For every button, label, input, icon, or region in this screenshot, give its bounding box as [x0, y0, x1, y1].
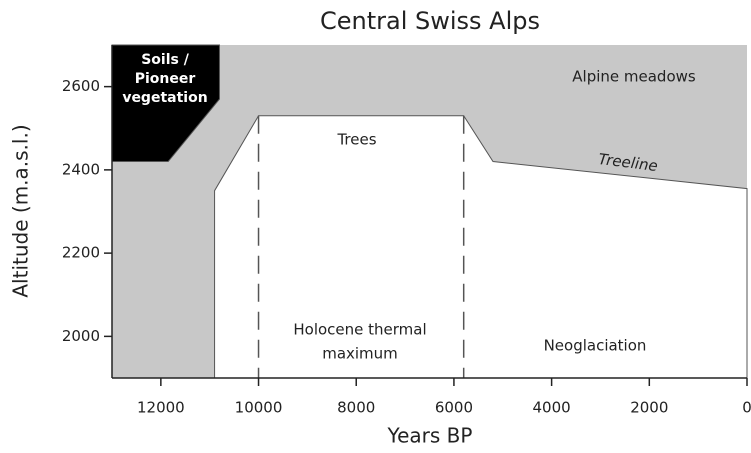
x-tick-label: 8000 — [337, 399, 375, 417]
annotation-text: vegetation — [122, 90, 207, 106]
annotation: Holocene thermal maximum — [293, 321, 426, 363]
x-tick-label: 12000 — [137, 399, 185, 417]
chart-title: Central Swiss Alps — [320, 7, 540, 35]
annotation-text: Neoglaciation — [544, 337, 647, 355]
annotation: Alpine meadows — [572, 68, 696, 86]
x-tick-label: 6000 — [435, 399, 473, 417]
annotation: Trees — [336, 131, 376, 149]
y-tick-label: 2200 — [62, 244, 100, 262]
y-tick-label: 2000 — [62, 327, 100, 345]
annotation-text: Pioneer — [135, 71, 196, 87]
annotation: Soils / Pioneer vegetation — [122, 52, 207, 106]
y-axis-label: Altitude (m.a.s.l.) — [9, 124, 33, 297]
x-tick-label: 10000 — [235, 399, 283, 417]
annotation: Neoglaciation — [544, 337, 647, 355]
annotation-text: maximum — [322, 345, 398, 363]
region — [214, 115, 748, 379]
x-axis-label: Years BP — [387, 424, 473, 448]
annotation-text: Alpine meadows — [572, 68, 696, 86]
x-tick-label: 0 — [742, 399, 751, 417]
annotation-text: Trees — [336, 131, 376, 149]
annotation-text: Soils / — [141, 52, 190, 68]
y-tick-label: 2600 — [62, 77, 100, 95]
y-tick-label: 2400 — [62, 160, 100, 178]
annotation-text: Holocene thermal — [293, 321, 426, 339]
x-tick-label: 2000 — [630, 399, 668, 417]
x-tick-label: 4000 — [533, 399, 571, 417]
